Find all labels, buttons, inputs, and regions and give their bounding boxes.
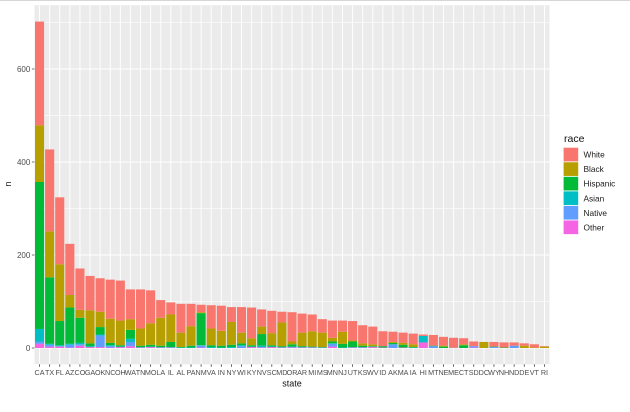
svg-text:ND: ND	[509, 368, 519, 377]
svg-text:DE: DE	[519, 368, 529, 377]
svg-text:GA: GA	[85, 368, 96, 377]
svg-text:NE: NE	[438, 368, 448, 377]
svg-text:KY: KY	[247, 368, 257, 377]
svg-text:Black: Black	[584, 164, 605, 174]
svg-text:Native: Native	[584, 208, 608, 218]
svg-text:NM: NM	[196, 368, 207, 377]
svg-text:HI: HI	[420, 368, 427, 377]
svg-text:NY: NY	[226, 368, 236, 377]
svg-text:NV: NV	[257, 368, 267, 377]
svg-text:WV: WV	[367, 368, 379, 377]
svg-text:FL: FL	[56, 368, 64, 377]
svg-text:AK: AK	[388, 368, 398, 377]
svg-text:600: 600	[17, 65, 31, 74]
svg-text:n: n	[3, 181, 13, 186]
svg-text:MO: MO	[145, 368, 157, 377]
svg-text:MI: MI	[308, 368, 316, 377]
svg-text:0: 0	[26, 344, 31, 353]
svg-text:CA: CA	[35, 368, 45, 377]
svg-text:RI: RI	[541, 368, 548, 377]
svg-text:IA: IA	[410, 368, 417, 377]
svg-text:SC: SC	[267, 368, 277, 377]
svg-text:PA: PA	[186, 368, 195, 377]
svg-text:MA: MA	[398, 368, 409, 377]
svg-text:CT: CT	[459, 368, 469, 377]
svg-text:state: state	[282, 378, 302, 388]
svg-text:ID: ID	[379, 368, 386, 377]
svg-text:OK: OK	[95, 368, 106, 377]
svg-text:UT: UT	[348, 368, 358, 377]
svg-text:Hispanic: Hispanic	[584, 179, 616, 189]
svg-text:NH: NH	[499, 368, 509, 377]
svg-text:NJ: NJ	[338, 368, 347, 377]
svg-text:LA: LA	[156, 368, 165, 377]
svg-text:SD: SD	[469, 368, 479, 377]
svg-text:TX: TX	[45, 368, 54, 377]
svg-text:400: 400	[17, 158, 31, 167]
svg-text:WA: WA	[125, 368, 137, 377]
svg-text:White: White	[584, 150, 606, 160]
svg-text:VT: VT	[530, 368, 540, 377]
svg-text:VA: VA	[207, 368, 216, 377]
svg-text:MN: MN	[327, 368, 338, 377]
svg-text:AL: AL	[177, 368, 186, 377]
svg-text:OR: OR	[287, 368, 298, 377]
svg-text:Other: Other	[584, 222, 605, 232]
svg-text:IN: IN	[218, 368, 225, 377]
svg-text:NC: NC	[105, 368, 115, 377]
svg-text:200: 200	[17, 251, 31, 260]
svg-text:race: race	[564, 133, 585, 145]
svg-text:IL: IL	[168, 368, 174, 377]
svg-text:AR: AR	[297, 368, 307, 377]
svg-text:Asian: Asian	[584, 193, 605, 203]
svg-text:WI: WI	[237, 368, 246, 377]
svg-text:ME: ME	[448, 368, 459, 377]
